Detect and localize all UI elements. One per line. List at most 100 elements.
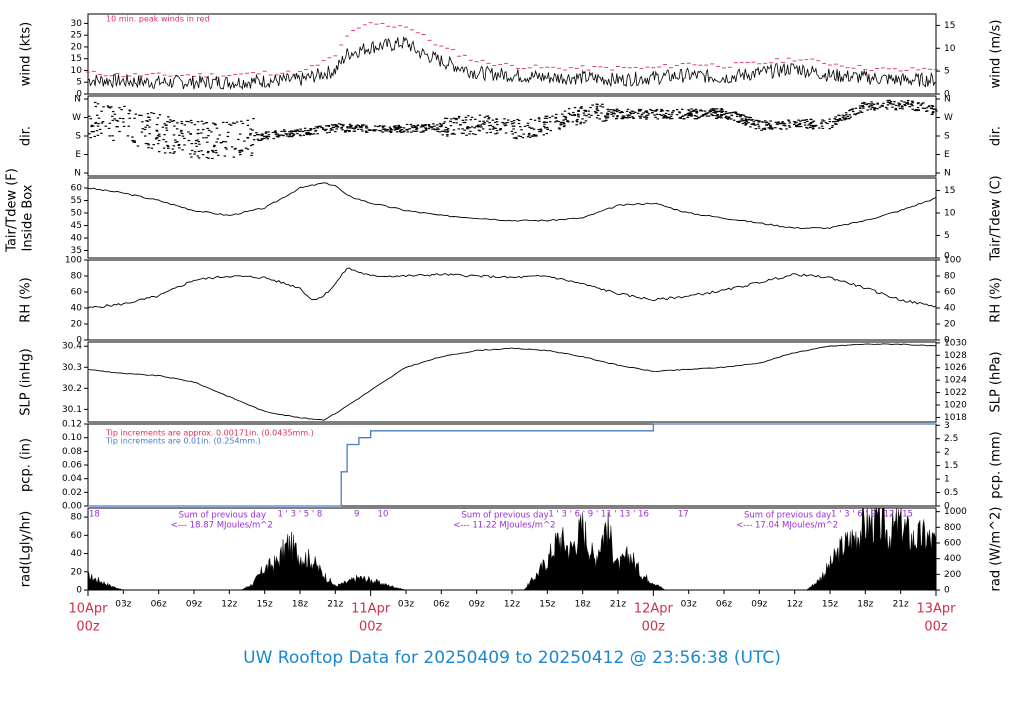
rad-tick-left-label: 80 (71, 513, 83, 523)
wind-ylabel-right: wind (m/s) (989, 20, 1004, 89)
rh-tick-left-label: 80 (71, 272, 83, 282)
x-date-label: 11Apr (351, 602, 391, 617)
x-tick-label: 18z (857, 600, 873, 610)
slp-ylabel-right: SLP (hPa) (989, 351, 1004, 412)
pcp-tick-right-label: 2 (944, 448, 950, 458)
pcp-ylabel-left: pcp. (in) (19, 438, 34, 492)
wind-ylabel-left: wind (kts) (19, 22, 34, 86)
wind-tick-right-label: 0 (944, 90, 950, 100)
slp-frame (87, 341, 937, 423)
slp-tick-right-label: 1030 (944, 338, 967, 348)
rad-tick-right-label: 800 (944, 523, 961, 533)
rh-tick-left-label: 20 (71, 320, 83, 330)
dir-tick-right-label: W (944, 113, 953, 123)
rad-hour-mark: 1 ' 3 ' 6 ' 9 ' 11 ' 13 ' 16 (548, 510, 649, 520)
slp-tick-right-label: 1022 (944, 388, 967, 398)
temp-series-line (87, 182, 937, 230)
x-tick-label: 21z (327, 600, 343, 610)
dir-ylabel-right: dir. (989, 126, 1004, 146)
pcp-tick-right-label: 3 (944, 421, 950, 431)
temp-tick-left-label: 60 (71, 184, 83, 194)
temp-tick-left-label: 45 (71, 221, 82, 231)
rad-tick-right-label: 0 (944, 586, 950, 596)
temp-tick-left-label: 40 (71, 234, 83, 244)
pcp-tick-left-label: 0.04 (62, 474, 82, 484)
dir-tick-right-label: S (944, 132, 950, 142)
rad-hour-mark: 18 (89, 510, 100, 520)
pcp-tick-right-label: 0 (944, 502, 950, 512)
dir-tick-left-label: S (75, 132, 81, 142)
x-tick-label: 06z (433, 600, 449, 610)
rad-tick-right-label: 600 (944, 538, 961, 548)
rad-day-sum-value: <--- 17.04 MJoules/m^2 (736, 521, 838, 531)
pcp-tick-left-label: 0.12 (62, 420, 82, 430)
rad-day-sum-label: Sum of previous day (179, 511, 266, 521)
x-tick-label: 21z (893, 600, 909, 610)
temp-ylabel-left: Tair/Tdew (F) (5, 168, 20, 253)
x-tick-label: 03z (398, 600, 414, 610)
rh-tick-right-label: 0 (944, 336, 950, 346)
wind-tick-left-label: 5 (76, 78, 82, 88)
dir-tick-right-label: N (944, 95, 951, 105)
x-tick-label: 15z (257, 600, 273, 610)
rad-day-sum-value: <--- 11.22 MJoules/m^2 (453, 521, 555, 531)
pcp-tick-right-label: 1 (944, 475, 950, 485)
rh-tick-right-label: 40 (944, 304, 956, 314)
temp-frame (87, 177, 937, 259)
x-date-z-label: 00z (359, 620, 383, 635)
rh-tick-left-label: 100 (65, 256, 82, 266)
rh-tick-left-label: 0 (76, 336, 82, 346)
pcp-tick-right-label: 2.5 (944, 434, 958, 444)
wind-tick-right-label: 5 (944, 67, 950, 77)
rad-hour-mark: 9 (354, 510, 359, 520)
dir-tick-left-label: E (75, 150, 81, 160)
temp-tick-left-label: 55 (71, 196, 82, 206)
rh-ylabel-left: RH (%) (19, 277, 34, 322)
x-date-label: 13Apr (916, 602, 956, 617)
wind-tick-left-label: 10 (71, 66, 83, 76)
temp-tick-right-label: 15 (944, 186, 955, 196)
rad-tick-left-label: 60 (71, 531, 83, 541)
x-date-z-label: 00z (76, 620, 100, 635)
wind-tick-right-label: 15 (944, 21, 955, 31)
pcp-tick-right-label: 0.5 (944, 488, 958, 498)
rad-day-sum-value: <--- 18.87 MJoules/m^2 (171, 521, 273, 531)
footer-title: UW Rooftop Data for 20250409 to 20250412… (243, 648, 781, 668)
slp-tick-right-label: 1024 (944, 376, 967, 386)
rad-hour-mark: 10 (378, 510, 389, 520)
rh-frame (87, 259, 937, 341)
pcp-tick-left-label: 0.08 (62, 447, 82, 457)
dir-tick-left-label: N (74, 95, 81, 105)
dir-tick-right-label: E (944, 150, 950, 160)
pcp-tick-right-label: 1.5 (944, 461, 958, 471)
rad-day-sum-label: Sum of previous day (744, 511, 831, 521)
pcp-tick-left-label: 0.00 (62, 502, 82, 512)
x-tick-label: 03z (681, 600, 697, 610)
wind-tick-left-label: 0 (76, 90, 82, 100)
wind-tick-left-label: 25 (71, 31, 82, 41)
rad-day-sum-label: Sum of previous day (461, 511, 548, 521)
slp-tick-left-label: 30.2 (62, 384, 82, 394)
rad-tick-left-label: 0 (76, 586, 82, 596)
wind-annotation: 10 min. peak winds in red (106, 15, 210, 24)
rad-ylabel-left: rad(Lgly/hr) (19, 511, 34, 587)
pcp-series-line (88, 423, 936, 507)
temp-ylabel-right: Tair/Tdew (C) (989, 175, 1004, 261)
wind-tick-left-label: 30 (71, 19, 83, 29)
x-date-z-label: 00z (924, 620, 948, 635)
dir-ylabel-left: dir. (19, 126, 34, 146)
x-date-label: 12Apr (634, 602, 674, 617)
dir-frame (87, 95, 937, 177)
rad-hour-mark: 1 ' 3 ' 6 ' 9 ' 12 ' 15 (831, 510, 913, 520)
slp-tick-left-label: 30.1 (62, 405, 82, 415)
wind-tick-left-label: 20 (71, 42, 83, 52)
slp-tick-right-label: 1028 (944, 351, 967, 361)
x-tick-label: 09z (469, 600, 485, 610)
slp-tick-left-label: 30.4 (62, 342, 82, 352)
pcp-tick-left-label: 0.06 (62, 461, 82, 471)
temp-tick-left-label: 35 (71, 246, 82, 256)
rh-tick-right-label: 80 (944, 272, 956, 282)
rh-tick-left-label: 60 (71, 288, 83, 298)
temp-tick-right-label: 0 (944, 252, 950, 262)
